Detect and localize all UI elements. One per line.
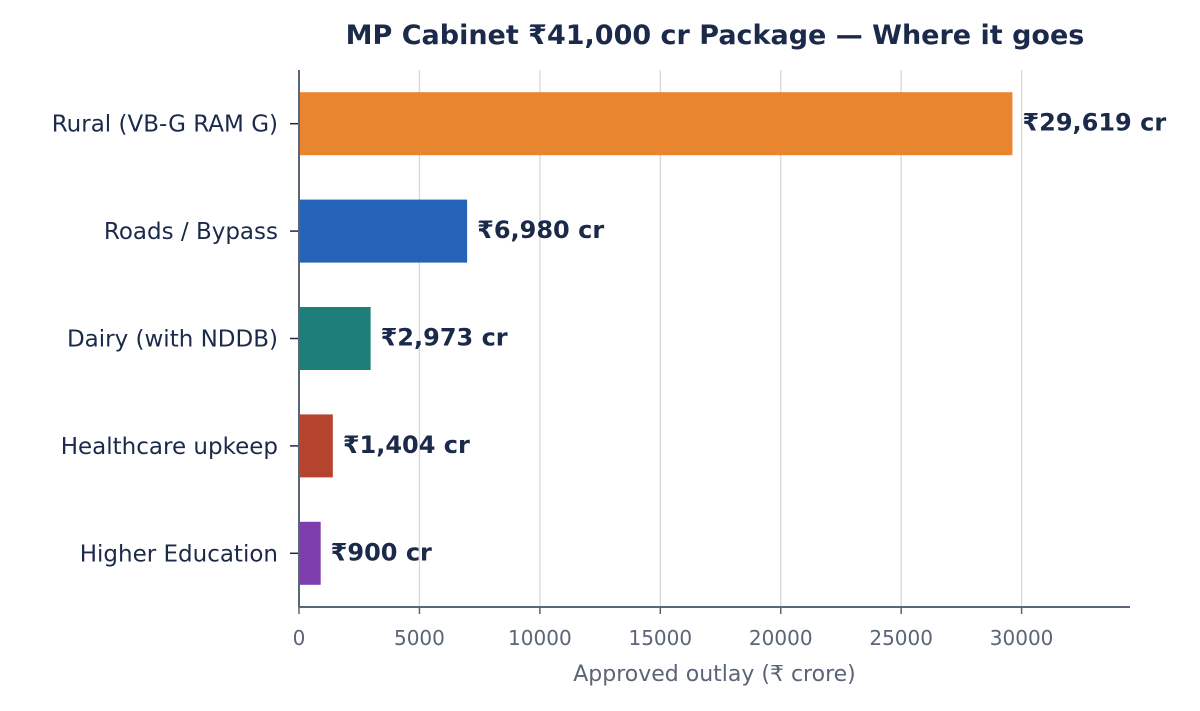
x-tick-label: 15000 — [628, 626, 692, 650]
bar — [299, 92, 1013, 156]
chart-title: MP Cabinet ₹41,000 cr Package — Where it… — [345, 20, 1085, 51]
y-tick-label: Higher Education — [80, 541, 278, 567]
x-tick-label: 5000 — [394, 626, 445, 650]
data-label: ₹900 cr — [331, 538, 432, 566]
data-label: ₹6,980 cr — [477, 216, 604, 244]
x-axis-title: Approved outlay (₹ crore) — [573, 662, 856, 687]
bar — [299, 199, 468, 263]
bar — [299, 307, 371, 370]
bar — [299, 414, 333, 478]
y-tick-label: Dairy (with NDDB) — [67, 327, 278, 353]
y-tick-label: Roads / Bypass — [104, 219, 278, 245]
y-tick-label: Rural (VB-G RAM G) — [52, 112, 278, 138]
y-tick-label: Healthcare upkeep — [61, 434, 278, 460]
data-label: ₹2,973 cr — [381, 324, 508, 352]
x-tick-label: 25000 — [869, 626, 933, 650]
bar — [299, 521, 321, 585]
data-label: ₹1,404 cr — [343, 431, 470, 459]
data-label: ₹29,619 cr — [1022, 109, 1166, 137]
x-tick-label: 30000 — [990, 626, 1054, 650]
x-tick-label: 10000 — [508, 626, 572, 650]
x-tick-label: 0 — [293, 626, 306, 650]
x-tick-label: 20000 — [749, 626, 813, 650]
